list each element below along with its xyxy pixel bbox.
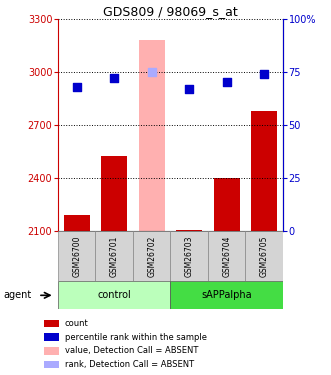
Text: sAPPalpha: sAPPalpha bbox=[202, 290, 252, 300]
Bar bbox=[170, 281, 283, 309]
Bar bbox=[213, 178, 240, 231]
Text: rank, Detection Call = ABSENT: rank, Detection Call = ABSENT bbox=[65, 360, 194, 369]
Bar bbox=[44, 320, 60, 327]
Point bbox=[224, 80, 229, 86]
Bar bbox=[44, 347, 60, 355]
Text: GSM26703: GSM26703 bbox=[185, 235, 194, 277]
Bar bbox=[170, 231, 208, 281]
Point bbox=[261, 71, 267, 77]
Text: GSM26702: GSM26702 bbox=[147, 235, 156, 277]
Text: GSM26701: GSM26701 bbox=[110, 235, 119, 277]
Bar bbox=[44, 361, 60, 368]
Text: value, Detection Call = ABSENT: value, Detection Call = ABSENT bbox=[65, 346, 198, 355]
Title: GDS809 / 98069_s_at: GDS809 / 98069_s_at bbox=[103, 4, 238, 18]
Text: percentile rank within the sample: percentile rank within the sample bbox=[65, 333, 207, 342]
Bar bbox=[246, 231, 283, 281]
Text: control: control bbox=[97, 290, 131, 300]
Bar bbox=[95, 231, 133, 281]
Text: agent: agent bbox=[3, 290, 31, 300]
Bar bbox=[101, 156, 127, 231]
Bar bbox=[58, 231, 95, 281]
Bar bbox=[133, 231, 170, 281]
Point bbox=[149, 69, 154, 75]
Bar bbox=[58, 281, 170, 309]
Text: GSM26704: GSM26704 bbox=[222, 235, 231, 277]
Point bbox=[187, 86, 192, 92]
Point bbox=[112, 75, 117, 81]
Point bbox=[74, 84, 79, 90]
Text: GSM26700: GSM26700 bbox=[72, 235, 81, 277]
Bar bbox=[208, 231, 246, 281]
Bar bbox=[44, 333, 60, 341]
Bar bbox=[251, 111, 277, 231]
Text: count: count bbox=[65, 319, 88, 328]
Bar bbox=[64, 215, 90, 231]
Text: GSM26705: GSM26705 bbox=[260, 235, 269, 277]
Bar bbox=[176, 230, 202, 231]
Bar bbox=[139, 40, 165, 231]
